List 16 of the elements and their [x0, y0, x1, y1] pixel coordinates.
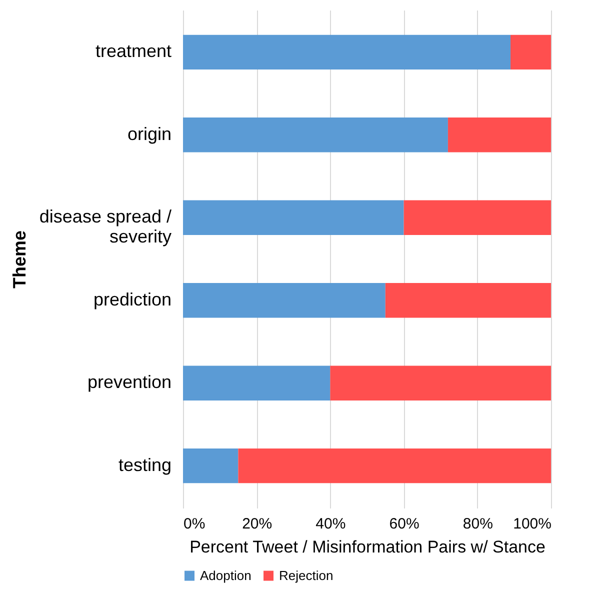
- x-tick-label: 80%: [462, 516, 493, 532]
- y-tick-label: prediction: [93, 289, 172, 310]
- legend-label: Rejection: [279, 568, 334, 583]
- x-tick-label: 20%: [242, 516, 272, 532]
- y-tick-label: testing: [118, 454, 172, 475]
- y-tick-label: prevention: [87, 372, 172, 392]
- y-axis-title: Theme: [9, 230, 30, 289]
- y-tick-label: treatment: [95, 41, 172, 62]
- x-tick-label: 40%: [316, 516, 346, 532]
- x-tick-label: 60%: [389, 516, 420, 532]
- x-tick-label: 0%: [184, 516, 206, 532]
- legend-label: Adoption: [200, 568, 252, 583]
- x-tick-label: 100%: [513, 516, 552, 532]
- x-axis-title: Percent Tweet / Misinformation Pairs w/ Stance: [190, 538, 546, 556]
- y-tick-label: origin: [127, 124, 172, 144]
- y-tick-label: disease spread / severity: [39, 206, 172, 247]
